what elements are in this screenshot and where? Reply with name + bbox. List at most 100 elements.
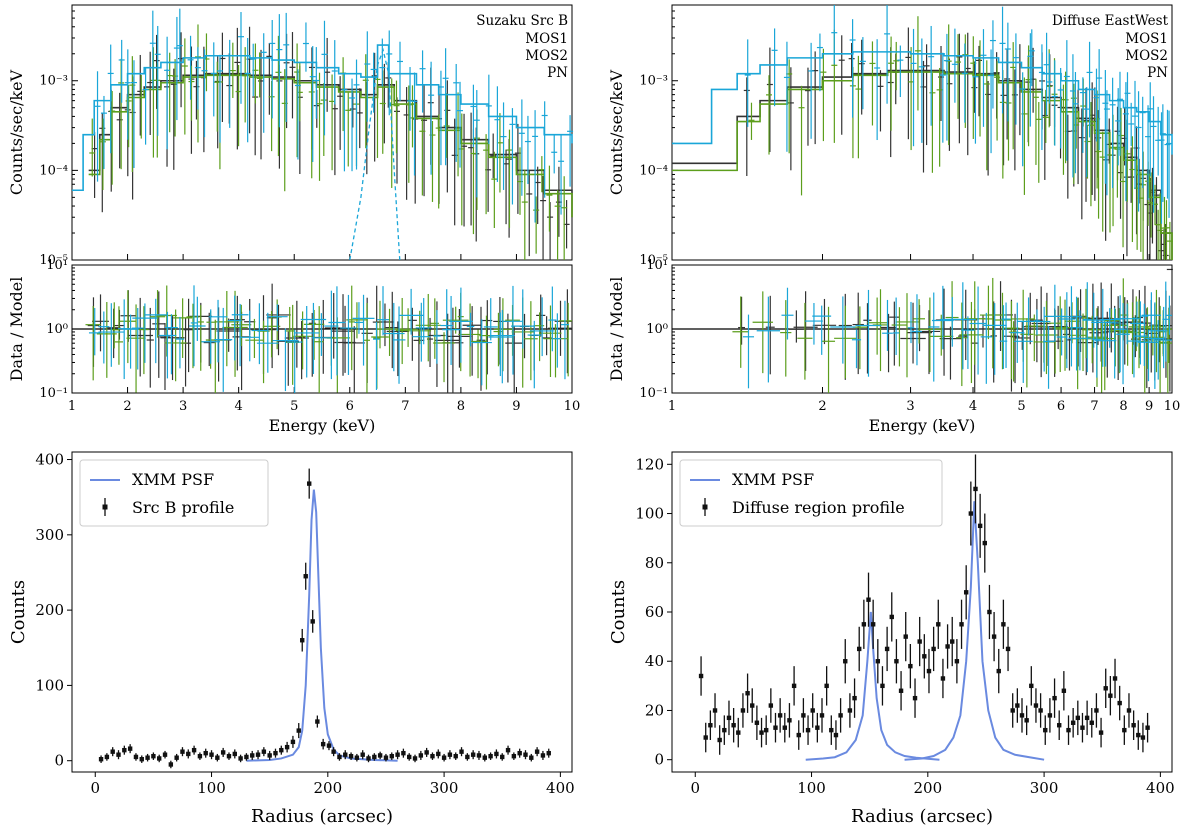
profile-panel-5-data-point	[968, 511, 974, 516]
profile-panel-4-data-point	[395, 752, 400, 757]
profile-panel-4-data-point	[418, 753, 424, 758]
profile-panel-5-data-point	[1122, 727, 1127, 733]
profile-panel-5-xtick-label: 0	[690, 779, 700, 797]
spectrum-panel-2-legend-title: Diffuse EastWest	[1052, 13, 1169, 29]
profile-panel-5-data-point	[838, 713, 843, 718]
profile-panel-5-data-point	[898, 688, 904, 693]
profile-panel-5-data-point	[801, 713, 806, 718]
spectrum-panel-2-legend-mos1: MOS1	[1125, 31, 1168, 47]
profile-panel-5-data-point	[959, 622, 964, 627]
profile-panel-5-data-point	[740, 708, 746, 713]
ratio-panel-3-xlabel: Energy (keV)	[869, 416, 976, 435]
profile-panel-5-data-point	[852, 695, 857, 701]
profile-panel-4-data-point	[511, 753, 517, 759]
profile-panel-4-frame	[71, 451, 573, 773]
profile-panel-4-data-point	[412, 756, 418, 761]
profile-panel-4-data-point	[151, 753, 156, 759]
profile-panel-5-data-point	[736, 730, 741, 735]
profile-panel-5-data-point	[1029, 683, 1034, 689]
spectrum-panel-2-ylabel: Counts/sec/keV	[607, 69, 626, 195]
profile-panel-5-data-point	[745, 691, 750, 696]
profile-panel-4-data-point	[372, 754, 377, 760]
profile-panel-5-data-point	[833, 732, 839, 738]
spectrum-panel-2-legend-mos2: MOS2	[1125, 48, 1168, 64]
profile-panel-4-data-point	[244, 754, 249, 760]
profile-panel-4-data-point	[453, 753, 458, 759]
spectrum-panel-2-ytick-label: 10⁻⁵	[639, 253, 668, 268]
ratio-panel-3-xtick-label: 7	[1090, 399, 1098, 414]
profile-panel-5-data-point	[1112, 676, 1118, 681]
profile-panel-4-data-point	[310, 619, 315, 624]
spectrum-panel-2-frame	[671, 4, 1173, 261]
profile-panel-4-data-point	[232, 751, 237, 757]
spectrum-panel-0-legend-mos2: MOS2	[525, 48, 568, 64]
spectrum-panel-0-legend-pn: PN	[547, 65, 568, 81]
profile-panel-5-data-point	[777, 713, 783, 718]
spectrum-panel-2-ytick-label: 10⁻³	[639, 74, 668, 89]
profile-panel-5-data-point	[763, 727, 769, 733]
profile-panel-4-data-point	[267, 753, 272, 758]
profile-panel-4-data-point	[104, 754, 110, 760]
profile-panel-5-data-point	[1103, 686, 1108, 691]
ratio-panel-3-xtick-label: 4	[969, 399, 977, 414]
profile-panel-5-ytick-label: 60	[645, 603, 664, 621]
profile-panel-4-data-point	[174, 755, 179, 760]
profile-panel-5-data-point	[1010, 708, 1015, 713]
profile-panel-4-data-point	[326, 743, 332, 748]
profile-panel-5-data-point	[973, 486, 978, 492]
profile-panel-5-data-point	[1145, 725, 1150, 730]
profile-panel-5-data-point	[759, 730, 764, 735]
profile-panel-5-xtick-label: 300	[1030, 779, 1059, 797]
profile-panel-5-data-point	[810, 708, 815, 713]
profile-panel-5-data-point	[1075, 715, 1081, 721]
profile-panel-5-legend-profile-swatch	[702, 504, 708, 510]
profile-panel-5-data-point	[894, 659, 899, 664]
profile-panel-4-data-point	[343, 752, 348, 757]
profile-panel-5-data-point	[903, 634, 908, 639]
profile-panel-4-data-point	[116, 752, 121, 757]
profile-panel-4-data-point	[220, 750, 226, 755]
profile-panel-5-data-point	[1140, 735, 1146, 740]
profile-panel-4-xtick-label: 100	[197, 779, 226, 797]
profile-panel-5-data-point	[708, 723, 713, 728]
profile-panel-5-data-point	[945, 644, 950, 649]
profile-panel-4-data-point	[139, 757, 144, 762]
profile-panel-4-data-point	[470, 752, 476, 757]
ratio-panel-3-xtick-label: 6	[1057, 399, 1065, 414]
ratio-panel-1-ytick-label: 10⁰	[46, 322, 68, 337]
ratio-panel-3-ylabel: Data / Model	[607, 277, 626, 382]
profile-panel-4-data-point	[540, 753, 546, 758]
profile-panel-5-data-point	[1047, 713, 1053, 718]
profile-panel-5-data-point	[1084, 715, 1090, 721]
profile-panel-5-data-point	[1126, 708, 1132, 713]
profile-panel-5-data-point	[782, 725, 787, 730]
spectrum-panel-0-model-pn	[72, 44, 573, 192]
profile-panel-5-data-point	[870, 622, 876, 627]
profile-panel-4-data-point	[98, 757, 104, 762]
profile-panel-4-data-point	[447, 752, 453, 757]
profile-panel-4-data-point	[273, 750, 278, 756]
profile-panel-4-data-point	[261, 749, 267, 754]
profile-panel-5-data-point	[1057, 723, 1062, 728]
profile-panel-5-data-point	[1080, 725, 1085, 730]
profile-panel-5-data-point	[1033, 703, 1039, 708]
profile-panel-4-xlabel: Radius (arcsec)	[251, 806, 393, 827]
profile-panel-5-data-point	[940, 676, 946, 681]
profile-panel-5-data-point	[875, 659, 881, 664]
profile-panel-5-data-point	[1117, 700, 1122, 706]
profile-panel-5-data-point	[950, 639, 955, 644]
profile-panel-5-data-point	[796, 732, 801, 738]
profile-panel-5-data-point	[880, 683, 885, 689]
ratio-panel-3-xtick-label: 2	[818, 399, 826, 414]
ratio-panel-3-xtick-label: 3	[906, 399, 914, 414]
profile-panel-5-psf-curve	[904, 501, 1045, 761]
profile-panel-5-data-point	[1005, 646, 1011, 652]
profile-panel-4-data-point	[284, 744, 290, 750]
ratio-panel-3-ytick-label: 10⁻¹	[639, 386, 668, 401]
profile-panel-5-data-point	[857, 646, 862, 652]
profile-panel-5-legend-psf-label: XMM PSF	[732, 470, 814, 489]
profile-panel-5-data-point	[805, 727, 811, 733]
profile-panel-5-data-point	[931, 646, 936, 652]
profile-panel-4-data-point	[315, 719, 320, 724]
